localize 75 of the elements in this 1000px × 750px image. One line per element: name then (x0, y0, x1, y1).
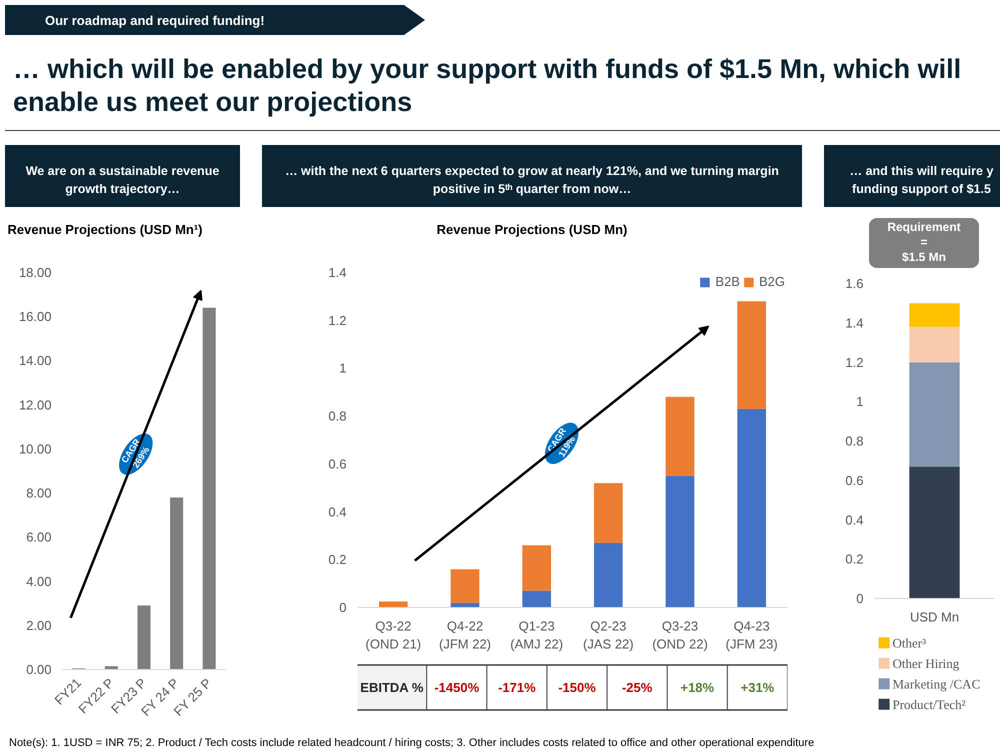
bar (170, 497, 184, 670)
legend-label: Marketing /CAC (892, 676, 980, 692)
bar (594, 542, 623, 608)
legend-label: Other Hiring (892, 656, 960, 671)
y-tick-label: 0.2 (845, 552, 864, 567)
legend-label: Other³ (892, 635, 926, 650)
y-tick-label: 0.4 (328, 504, 347, 520)
text: Requirement = $1.5 Mn (887, 220, 961, 265)
x-tick-label: Q3-22 (OND 21) (366, 618, 422, 652)
bar (522, 545, 551, 591)
legend-label: B2G (758, 274, 785, 289)
bar (909, 303, 960, 327)
x-tick-label: USD Mn (910, 610, 960, 624)
chart-title: We are on a sustainable revenue growth trajectory… (24, 163, 220, 198)
y-tick-label: 0.8 (328, 408, 347, 424)
text: Our roadmap and required funding! (45, 12, 265, 30)
y-tick-label: 1.4 (328, 265, 347, 280)
bar (450, 602, 480, 608)
y-tick-label: 0 (339, 600, 347, 615)
y-tick-label: 16.00 (18, 309, 52, 324)
chart-title: … and this will require y funding support of $1.5 (848, 163, 994, 198)
text: -25% (622, 680, 653, 695)
text: -150% (558, 680, 596, 695)
bar (909, 466, 960, 598)
bar (104, 666, 118, 670)
bar (666, 476, 694, 608)
y-tick-label: 10.00 (18, 441, 52, 456)
y-tick-label: 1.2 (328, 312, 347, 328)
y-tick-label: 1.6 (845, 276, 864, 291)
y-tick-label: 14.00 (18, 353, 52, 368)
y-tick-label: 6.00 (26, 530, 52, 545)
text: EBITDA % (360, 680, 424, 695)
legend-label: B2B (715, 274, 740, 289)
y-tick-label: 0.4 (845, 512, 864, 528)
y-tick-label: 4.00 (26, 574, 52, 589)
bar (594, 483, 623, 543)
bar (737, 408, 766, 608)
bar (666, 396, 694, 476)
x-tick-label: Q3-23 (OND 22) (652, 618, 708, 652)
y-tick-label: 0.00 (26, 662, 52, 677)
text: -1450% (434, 680, 480, 695)
y-tick-label: 1.2 (845, 354, 864, 370)
text: +31% (740, 680, 775, 695)
chart-subtitle: Revenue Projections (USD Mn) (436, 221, 628, 239)
bar (909, 326, 960, 362)
bar (737, 301, 766, 409)
y-tick-label: 1 (339, 360, 347, 376)
y-tick-label: 1 (856, 394, 864, 410)
x-tick-label: Q4-22 (JFM 22) (439, 618, 491, 652)
chart-title: … with the next 6 quarters expected to grow at nearly 121%, and we turning margin positive in 5ᵗʰ quarter from now… (284, 163, 780, 198)
y-tick-label: 0.6 (845, 472, 864, 488)
x-tick-label: Q4-23 (JFM 23) (726, 618, 778, 652)
x-tick-label: Q2-23 (JAS 22) (583, 618, 634, 652)
y-tick-label: 1.4 (845, 315, 864, 330)
text: +18% (680, 680, 715, 695)
y-tick-label: 0 (856, 591, 864, 606)
text: -171% (498, 680, 536, 695)
bar (450, 569, 480, 603)
y-tick-label: 18.00 (18, 265, 52, 280)
bar (202, 308, 216, 670)
bar (137, 606, 151, 670)
y-tick-label: 0.2 (328, 552, 347, 568)
legend-label: Product/Tech² (892, 696, 966, 712)
y-tick-label: 12.00 (18, 397, 52, 412)
chart-subtitle: Revenue Projections (USD Mn¹) (7, 221, 203, 239)
text: … which will be enabled by your support with funds of $1.5 Mn, which will enable us meet our projections (13, 53, 962, 119)
x-tick-label: Q1-23 (AMJ 22) (510, 618, 564, 652)
y-tick-label: 0.8 (845, 434, 864, 448)
y-tick-label: 0.6 (328, 456, 347, 472)
bar (522, 590, 551, 608)
text: Note(s): 1. 1USD = INR 75; 2. Product / Tech costs include related headcount / hiring costs; 3. Other includes costs related to office and other operational expenditure (9, 736, 814, 750)
y-tick-label: 8.00 (26, 486, 52, 501)
bar (379, 602, 408, 608)
bar (909, 362, 960, 467)
y-tick-label: 2.00 (26, 618, 52, 633)
